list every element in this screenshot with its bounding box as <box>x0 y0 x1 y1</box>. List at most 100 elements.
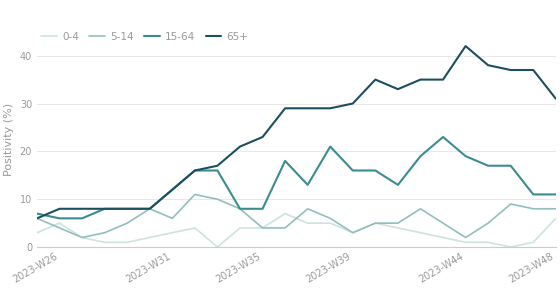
15-64 <box>79 217 86 220</box>
5-14 <box>101 231 108 234</box>
65+ <box>304 107 311 110</box>
65+ <box>237 145 244 148</box>
0-4 <box>192 226 198 230</box>
15-64 <box>56 217 63 220</box>
15-64 <box>417 154 424 158</box>
5-14 <box>214 197 221 201</box>
5-14 <box>192 193 198 196</box>
15-64 <box>237 207 244 210</box>
65+ <box>34 217 40 220</box>
15-64 <box>282 159 288 163</box>
0-4 <box>146 236 153 239</box>
5-14 <box>79 236 86 239</box>
0-4 <box>462 240 469 244</box>
15-64 <box>101 207 108 210</box>
15-64 <box>530 193 536 196</box>
65+ <box>485 64 492 67</box>
5-14 <box>259 226 266 230</box>
65+ <box>395 88 402 91</box>
65+ <box>462 44 469 48</box>
0-4 <box>259 226 266 230</box>
5-14 <box>462 236 469 239</box>
5-14 <box>417 207 424 210</box>
65+ <box>56 207 63 210</box>
5-14 <box>124 221 130 225</box>
65+ <box>146 207 153 210</box>
0-4 <box>237 226 244 230</box>
0-4 <box>304 221 311 225</box>
5-14 <box>304 207 311 210</box>
0-4 <box>372 221 379 225</box>
15-64 <box>440 135 446 139</box>
0-4 <box>282 212 288 215</box>
65+ <box>553 97 559 101</box>
0-4 <box>327 221 334 225</box>
0-4 <box>34 231 40 234</box>
5-14 <box>327 217 334 220</box>
5-14 <box>440 221 446 225</box>
0-4 <box>101 240 108 244</box>
15-64 <box>124 207 130 210</box>
5-14 <box>56 226 63 230</box>
0-4 <box>507 245 514 249</box>
65+ <box>372 78 379 81</box>
65+ <box>282 107 288 110</box>
15-64 <box>553 193 559 196</box>
5-14 <box>146 207 153 210</box>
Line: 0-4: 0-4 <box>37 214 556 247</box>
15-64 <box>214 169 221 172</box>
0-4 <box>417 231 424 234</box>
15-64 <box>327 145 334 148</box>
0-4 <box>349 231 356 234</box>
65+ <box>507 68 514 72</box>
65+ <box>192 169 198 172</box>
15-64 <box>169 188 176 191</box>
Line: 5-14: 5-14 <box>37 194 556 238</box>
0-4 <box>56 221 63 225</box>
15-64 <box>192 169 198 172</box>
5-14 <box>34 217 40 220</box>
65+ <box>214 164 221 167</box>
5-14 <box>395 221 402 225</box>
5-14 <box>349 231 356 234</box>
0-4 <box>395 226 402 230</box>
65+ <box>101 207 108 210</box>
15-64 <box>146 207 153 210</box>
0-4 <box>79 236 86 239</box>
0-4 <box>440 236 446 239</box>
0-4 <box>530 240 536 244</box>
65+ <box>417 78 424 81</box>
65+ <box>79 207 86 210</box>
Legend: 0-4, 5-14, 15-64, 65+: 0-4, 5-14, 15-64, 65+ <box>37 27 253 46</box>
5-14 <box>169 217 176 220</box>
0-4 <box>169 231 176 234</box>
65+ <box>327 107 334 110</box>
5-14 <box>372 221 379 225</box>
65+ <box>349 102 356 105</box>
0-4 <box>485 240 492 244</box>
5-14 <box>507 202 514 206</box>
65+ <box>169 188 176 191</box>
Line: 65+: 65+ <box>37 46 556 218</box>
5-14 <box>237 207 244 210</box>
65+ <box>440 78 446 81</box>
5-14 <box>282 226 288 230</box>
15-64 <box>485 164 492 167</box>
15-64 <box>372 169 379 172</box>
65+ <box>530 68 536 72</box>
15-64 <box>349 169 356 172</box>
15-64 <box>259 207 266 210</box>
0-4 <box>553 217 559 220</box>
5-14 <box>530 207 536 210</box>
0-4 <box>124 240 130 244</box>
65+ <box>124 207 130 210</box>
Line: 15-64: 15-64 <box>37 137 556 218</box>
15-64 <box>507 164 514 167</box>
0-4 <box>214 245 221 249</box>
15-64 <box>395 183 402 187</box>
5-14 <box>553 207 559 210</box>
15-64 <box>34 212 40 215</box>
5-14 <box>485 221 492 225</box>
Y-axis label: Positivity (%): Positivity (%) <box>4 103 14 176</box>
65+ <box>259 135 266 139</box>
